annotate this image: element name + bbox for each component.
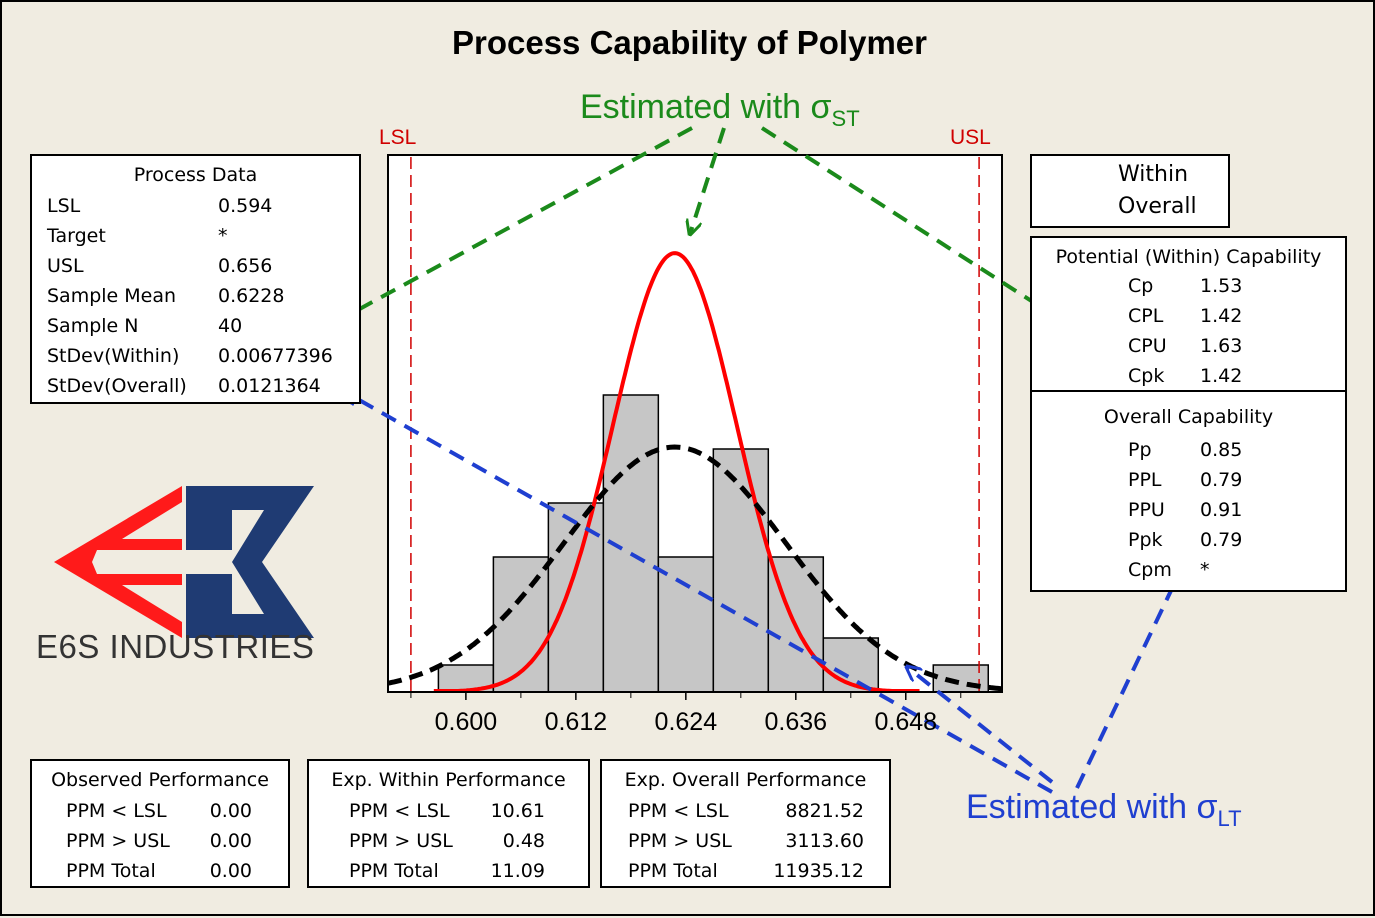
overall-capability-row-value: 0.91: [1200, 499, 1243, 521]
x-tick-label: 0.612: [544, 708, 608, 736]
potential-capability-header: Potential (Within) Capability: [1055, 246, 1322, 268]
overall-capability-row-label: Cpm: [1128, 559, 1172, 581]
legend: Within Overall: [1030, 154, 1230, 228]
exp-within-performance-header: Exp. Within Performance: [331, 769, 566, 791]
potential-capability-row-label: Cpk: [1128, 365, 1165, 387]
process-data-row-label: StDev(Within): [47, 345, 180, 367]
exp-within-performance-row-label: PPM Total: [349, 860, 439, 882]
within-curve: [433, 251, 920, 693]
exp-within-performance-row-label: PPM > USL: [349, 830, 453, 852]
st-arrow-to-process-data: [332, 126, 693, 324]
x-axis-ticks: [410, 692, 962, 700]
overall-curve: [387, 444, 1003, 692]
capability-divider: [1032, 390, 1345, 392]
annotation-sigma-st: Estimated with σST: [580, 88, 860, 132]
overall-capability-row-value: 0.85: [1200, 439, 1243, 461]
lt-arrows: [345, 392, 1187, 794]
overall-capability-row-value: 0.79: [1200, 529, 1243, 551]
observed-performance-box: Observed Performance PPM < LSL 0.00 PPM > …: [30, 759, 290, 888]
overall-capability-row-label: PPL: [1128, 469, 1162, 491]
overall-capability-row-label: Ppk: [1128, 529, 1163, 551]
exp-within-performance-box: Exp. Within Performance PPM < LSL 10.61 PP…: [307, 759, 590, 888]
x-tick-label: 0.600: [434, 708, 498, 736]
overall-capability-row-label: Pp: [1128, 439, 1152, 461]
histogram-bar: [657, 556, 715, 693]
observed-performance-row-label: PPM < LSL: [66, 800, 167, 822]
exp-overall-performance-header: Exp. Overall Performance: [624, 769, 867, 791]
legend-within-label: Within: [1118, 162, 1189, 187]
process-data-box: Process Data LSL 0.594 Target * USL 0.656 Samp…: [30, 154, 361, 404]
exp-overall-performance-row-label: PPM Total: [628, 860, 718, 882]
potential-capability-row-value: 1.63: [1200, 335, 1243, 357]
potential-capability-row-value: 1.42: [1200, 365, 1243, 387]
exp-overall-performance-row-value: 3113.60: [785, 830, 864, 852]
exp-overall-performance-row-value: 11935.12: [773, 860, 864, 882]
observed-performance-row-value: 0.00: [209, 860, 252, 882]
observed-performance-header: Observed Performance: [51, 769, 269, 791]
st-arrow-to-within-curve: [690, 127, 726, 234]
annotation-sigma-lt: Estimated with σLT: [966, 788, 1242, 832]
histogram-bar: [712, 448, 770, 693]
annotation-lt-sigma: σ: [1196, 788, 1218, 826]
process-data-row-label: USL: [47, 255, 84, 277]
overall-capability-header: Overall Capability: [1103, 406, 1274, 428]
annotation-st-text: Estimated with: [580, 88, 811, 126]
potential-capability-row-label: CPU: [1128, 335, 1167, 357]
lt-arrow-to-process-data: [345, 392, 1053, 794]
process-data-row-value: 0.00677396: [218, 345, 333, 367]
exp-overall-performance-box: Exp. Overall Performance PPM < LSL 8821.5…: [600, 759, 891, 888]
process-data-row-label: Target: [47, 225, 106, 247]
e6s-logo: [54, 486, 314, 638]
process-data-row-label: LSL: [47, 195, 81, 217]
process-data-row-label: Sample Mean: [47, 285, 177, 307]
annotation-st-subscript: ST: [831, 106, 860, 131]
process-data-header: Process Data: [133, 164, 258, 186]
exp-within-performance-row-value: 10.61: [490, 800, 545, 822]
potential-capability-row-label: Cp: [1128, 275, 1154, 297]
exp-within-performance-row-value: 11.09: [490, 860, 545, 882]
lsl-label: LSL: [379, 126, 417, 149]
distribution-curves: [387, 251, 1003, 693]
legend-overall-label: Overall: [1118, 194, 1197, 219]
overall-capability-row-value: 0.79: [1200, 469, 1243, 491]
usl-label: USL: [950, 126, 991, 149]
lt-arrow-to-overall-capability: [1075, 557, 1187, 789]
exp-overall-performance-row-label: PPM > USL: [628, 830, 732, 852]
overall-capability-row-label: PPU: [1128, 499, 1165, 521]
exp-overall-performance-row-value: 8821.52: [785, 800, 864, 822]
x-tick-label: 0.648: [874, 708, 938, 736]
process-data-row-label: Sample N: [47, 315, 139, 337]
exp-within-performance-row-value: 0.48: [502, 830, 545, 852]
logo-text: E6S INDUSTRIES: [36, 628, 315, 665]
annotation-lt-subscript: LT: [1217, 806, 1242, 831]
exp-within-performance-row-label: PPM < LSL: [349, 800, 450, 822]
overall-capability-row-value: *: [1200, 559, 1210, 581]
process-data-row-label: StDev(Overall): [47, 375, 187, 397]
potential-capability-row-label: CPL: [1128, 305, 1164, 327]
x-tick-label: 0.636: [764, 708, 828, 736]
capability-box: Potential (Within) Capability Cp 1.53 CPL 1…: [1030, 236, 1347, 592]
process-data-row-value: 0.6228: [218, 285, 285, 307]
observed-performance-row-label: PPM Total: [66, 860, 156, 882]
observed-performance-row-value: 0.00: [209, 830, 252, 852]
chart-title: Process Capability of Polymer: [451, 24, 927, 61]
process-data-row-value: 0.656: [218, 255, 273, 277]
observed-performance-row-label: PPM > USL: [66, 830, 170, 852]
process-data-row-value: *: [218, 225, 228, 247]
annotation-st-sigma: σ: [810, 88, 832, 126]
potential-capability-row-value: 1.42: [1200, 305, 1243, 327]
process-data-row-value: 40: [218, 315, 243, 337]
exp-overall-performance-row-label: PPM < LSL: [628, 800, 729, 822]
observed-performance-row-value: 0.00: [209, 800, 252, 822]
potential-capability-row-value: 1.53: [1200, 275, 1243, 297]
process-data-row-value: 0.0121364: [218, 375, 321, 397]
annotation-lt-text: Estimated with: [966, 788, 1197, 826]
x-tick-label: 0.624: [654, 708, 718, 736]
lt-arrow-to-overall-curve: [907, 667, 1054, 784]
process-data-row-value: 0.594: [218, 195, 273, 217]
